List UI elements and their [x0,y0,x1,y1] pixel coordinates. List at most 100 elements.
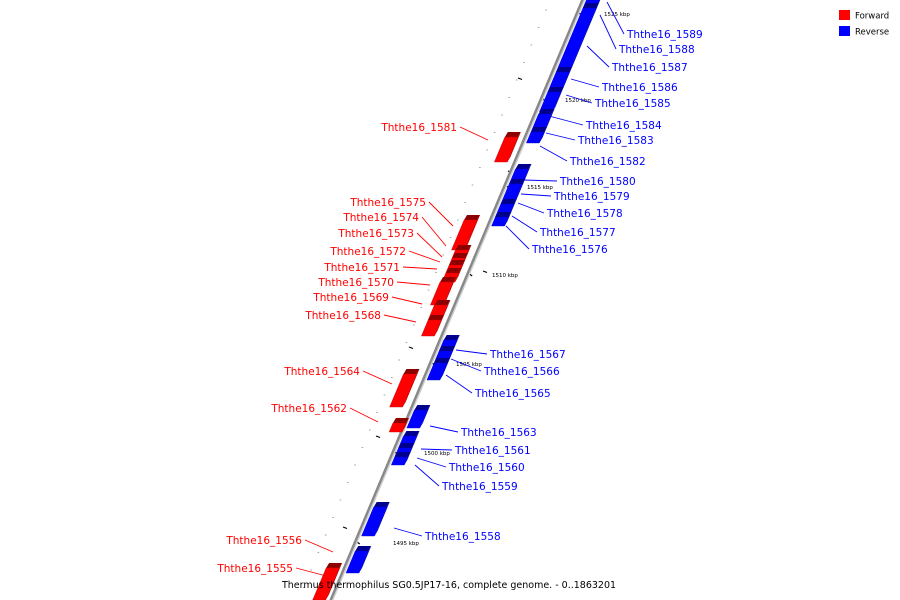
leader-line [545,132,576,141]
forward-gene-box[interactable] [388,418,409,433]
reverse-gene-label[interactable]: Ththe16_1565 [474,388,551,400]
leader-line [429,425,459,433]
forward-gene-label[interactable]: Ththe16_1564 [283,366,360,378]
major-tick-mark [375,435,381,439]
reverse-gene-label[interactable]: Ththe16_1560 [448,462,525,474]
reverse-gene-label[interactable]: Ththe16_1584 [585,120,662,132]
leader-line [396,281,431,286]
forward-gene-label[interactable]: Ththe16_1575 [349,197,426,209]
reverse-gene-label[interactable]: Ththe16_1566 [483,366,560,378]
leader-line [416,457,447,468]
axis-shadow [330,0,586,600]
leader-line [599,14,617,50]
major-tick-mark [482,270,488,274]
scale-tick-label: 1525 kbp [604,12,630,18]
leader-line [349,407,379,423]
scale-tick-label: 1495 kbp [393,541,419,547]
reverse-gene-label[interactable]: Ththe16_1578 [546,208,623,220]
scale-tick-label: 1510 kbp [492,273,518,279]
forward-gene-label[interactable]: Ththe16_1569 [312,292,389,304]
reverse-gene-box[interactable] [426,358,451,381]
reverse-gene-label[interactable]: Ththe16_1587 [611,62,688,74]
forward-gene-box[interactable] [494,132,521,163]
reverse-gene-box[interactable] [390,452,411,466]
forward-gene-box[interactable] [451,215,481,251]
forward-gene-label[interactable]: Ththe16_1556 [225,535,302,547]
forward-gene-label[interactable]: Ththe16_1562 [270,403,347,415]
major-tick-mark [517,77,523,81]
leader-line [523,179,558,182]
forward-gene-label[interactable]: Ththe16_1573 [337,228,414,240]
leader-line [511,215,538,233]
reverse-gene-box[interactable] [526,127,547,144]
leader-line [304,539,334,553]
leader-line [570,78,600,88]
leader-line [414,464,440,487]
reverse-gene-label[interactable]: Ththe16_1561 [454,445,531,457]
leader-line [428,201,454,227]
reverse-gene-label[interactable]: Ththe16_1586 [601,82,678,94]
reverse-gene-label[interactable]: Ththe16_1583 [577,135,654,147]
reverse-gene-label[interactable]: Ththe16_1559 [441,481,518,493]
leader-line [393,527,423,537]
legend-label: Reverse [855,28,889,38]
genome-axis [329,0,584,600]
leader-line [445,374,473,394]
reverse-gene-label[interactable]: Ththe16_1558 [424,531,501,543]
leader-line [408,250,441,263]
leader-line [565,94,593,104]
reverse-gene-box[interactable] [361,502,390,537]
forward-gene-label[interactable]: Ththe16_1572 [329,246,406,258]
reverse-gene-label[interactable]: Ththe16_1588 [618,44,695,56]
major-tick-mark [408,346,414,350]
forward-gene-label[interactable]: Ththe16_1581 [380,122,457,134]
reverse-gene-label[interactable]: Ththe16_1589 [626,29,703,41]
forward-gene-box[interactable] [312,563,343,600]
leader-line [517,202,545,214]
legend-label: Forward [855,12,889,22]
reverse-gene-label[interactable]: Ththe16_1579 [553,191,630,203]
reverse-gene-label[interactable]: Ththe16_1580 [559,176,636,188]
forward-gene-label[interactable]: Ththe16_1568 [304,310,381,322]
major-tick-mark [342,526,348,530]
legend-swatch [839,26,850,36]
reverse-gene-label[interactable]: Ththe16_1585 [594,98,671,110]
leader-line [383,314,417,323]
leader-line [606,1,625,35]
reverse-gene-label[interactable]: Ththe16_1567 [489,349,566,361]
forward-gene-box[interactable] [421,315,445,337]
leader-line [362,370,393,385]
reverse-gene-label[interactable]: Ththe16_1563 [460,427,537,439]
legend-item: Reverse [839,26,889,38]
forward-gene-box[interactable] [430,277,457,306]
forward-gene-box[interactable] [389,369,420,408]
forward-gene-label[interactable]: Ththe16_1570 [317,277,394,289]
forward-gene-label[interactable]: Ththe16_1574 [342,212,419,224]
reverse-gene-box[interactable] [345,546,372,574]
legend-swatch [839,10,850,20]
scale-tick-label: 1500 kbp [424,451,450,457]
reverse-gene-label[interactable]: Ththe16_1576 [531,244,608,256]
reverse-gene-label[interactable]: Ththe16_1577 [539,227,616,239]
leader-line [455,349,488,355]
reverse-gene-box[interactable] [491,212,512,227]
reverse-gene-box[interactable] [547,67,573,93]
reverse-gene-box[interactable] [406,405,431,429]
reverse-gene-label[interactable]: Ththe16_1582 [569,156,646,168]
scale-tick-label: 1520 kbp [565,98,591,104]
leader-line [421,216,447,247]
forward-gene-label[interactable]: Ththe16_1555 [216,563,293,575]
reverse-gene-box[interactable] [539,87,564,113]
leader-line [539,145,568,162]
leader-line [505,225,530,250]
leader-line [402,266,438,270]
leader-line [459,126,489,141]
leader-line [391,296,423,305]
forward-gene-label[interactable]: Ththe16_1571 [323,262,400,274]
scale-tick-label: 1515 kbp [527,185,553,191]
leader-line [416,232,443,258]
map-caption: Thermus thermophilus SG0.5JP17-16, compl… [281,580,616,591]
legend-item: Forward [839,10,889,22]
